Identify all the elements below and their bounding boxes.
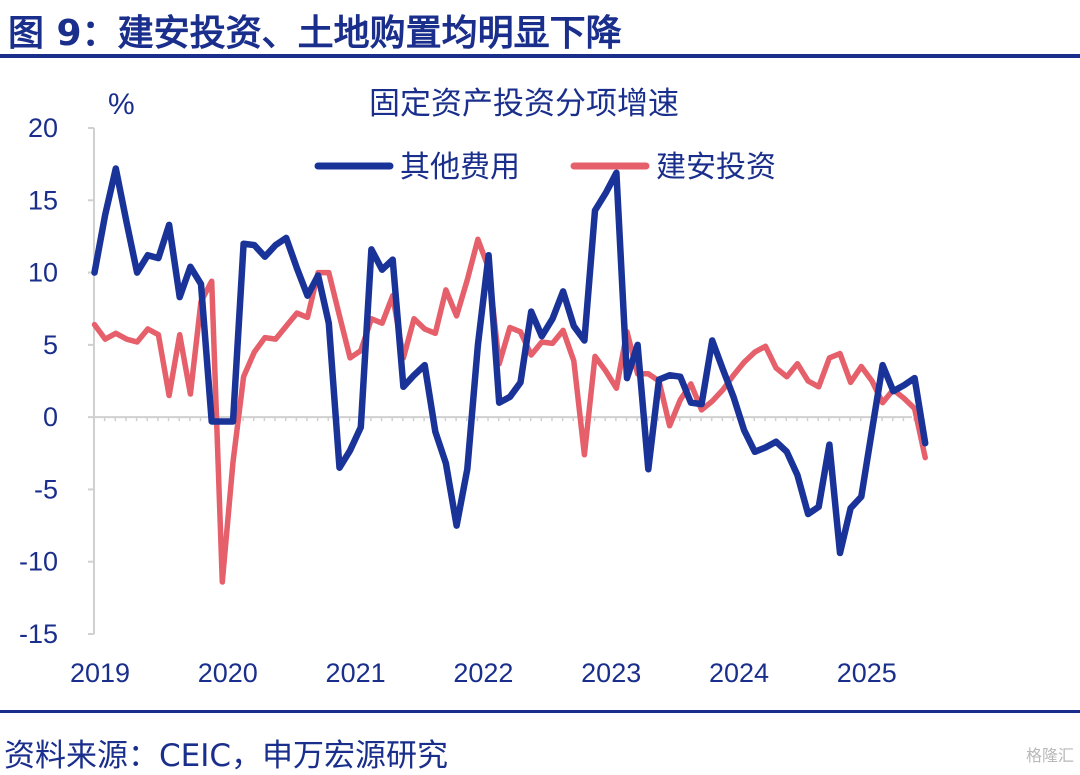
- series-line-construction: [91, 236, 928, 585]
- x-tick-label: 2024: [709, 658, 769, 688]
- series-line-other-costs: [91, 165, 929, 557]
- figure-title: 图 9：建安投资、土地购置均明显下降: [8, 13, 622, 54]
- y-tick-label: 0: [43, 402, 58, 432]
- y-tick-label: -15: [19, 619, 58, 649]
- x-axis: 2019 2020 2021 2022 2023 2024 2025: [70, 416, 915, 688]
- legend-label: 其他费用: [400, 150, 520, 185]
- series-layer: [91, 165, 929, 585]
- x-tick-label: 2019: [70, 658, 130, 688]
- y-tick-label: 5: [43, 330, 58, 360]
- y-tick-label: 20: [28, 113, 58, 143]
- title-rule: [0, 54, 1080, 58]
- x-tick-label: 2023: [581, 658, 641, 688]
- legend: 其他费用 建安投资: [314, 150, 776, 185]
- y-tick-label: -10: [19, 547, 58, 577]
- y-tick-label: 10: [28, 258, 58, 288]
- y-axis: 20 15 10 5 0 -5 -10 -15: [19, 113, 95, 649]
- x-tick-label: 2025: [837, 658, 897, 688]
- legend-label: 建安投资: [656, 150, 776, 185]
- x-tick-label: 2020: [198, 658, 258, 688]
- source-rule: [0, 710, 1080, 713]
- y-unit-label: %: [108, 88, 135, 121]
- source-note: 资料来源：CEIC，申万宏源研究: [4, 738, 449, 774]
- y-tick-label: 15: [28, 185, 58, 215]
- x-tick-label: 2022: [453, 658, 513, 688]
- watermark-logo: 格隆汇: [1025, 748, 1074, 765]
- x-tick-label: 2021: [326, 658, 386, 688]
- y-tick-label: -5: [34, 474, 58, 504]
- chart-title: 固定资产投资分项增速: [369, 86, 679, 122]
